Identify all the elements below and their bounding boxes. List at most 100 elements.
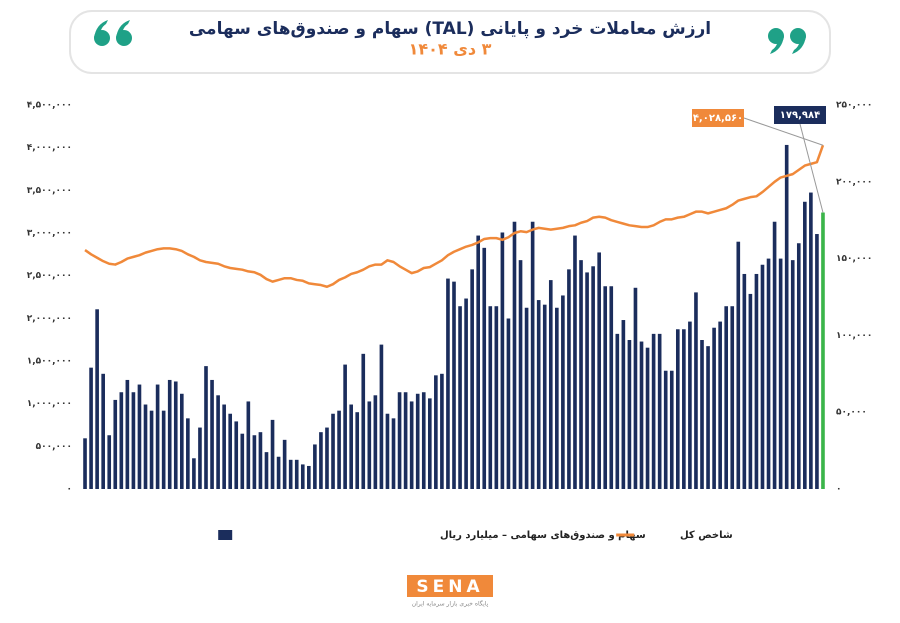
bar [651,333,656,489]
bar [736,241,741,489]
bar [500,232,505,489]
quote-right [768,28,806,54]
bar [657,333,662,489]
bar [784,144,789,489]
bar [246,401,251,489]
bar [621,320,626,489]
bar [373,395,378,489]
bar [325,427,329,489]
bar [766,258,771,489]
bar [101,373,105,489]
bar [694,292,698,489]
bar [645,347,650,489]
y2-tick-label: ۱۰۰,۰۰۰ [836,331,872,341]
y-tick-label: ۰ [67,485,73,495]
bar [603,286,608,489]
value-label-box [774,106,826,124]
bar [470,269,474,489]
line [84,144,825,289]
bar [149,410,154,489]
bar [772,221,777,489]
bar [615,333,620,489]
bar [627,340,632,489]
bar [712,327,716,489]
bar [385,413,390,489]
bar [476,235,481,489]
bar [343,364,347,489]
bar [555,307,559,489]
y-tick-label: ۴,۵۰۰,۰۰۰ [27,101,72,111]
bar [597,252,601,489]
bar [488,306,493,489]
bar [137,384,142,489]
bar [276,456,281,489]
bar [573,235,577,489]
legend-symbol [218,530,233,540]
bar [803,201,807,489]
bar [349,404,353,489]
bar [222,404,226,489]
bar [409,401,414,489]
bar [730,306,735,489]
bar [367,401,372,489]
bar [427,398,432,489]
bar [294,459,299,489]
bar [415,393,420,489]
bar [579,260,583,489]
bar [313,444,317,489]
y2-tick-label: ۲۵۰,۰۰۰ [836,101,872,111]
y-tick-label: ۱,۰۰۰,۰۰۰ [27,399,72,409]
bar [688,321,692,489]
y-tick-label: ۳,۵۰۰,۰۰۰ [27,186,72,196]
bar [119,392,124,489]
bar [89,367,93,489]
bar [331,413,335,489]
value-label-box [692,109,744,127]
bar [754,273,759,489]
bar [542,304,547,489]
bar [434,375,438,489]
y2-tick-label: ۰ [836,485,842,495]
bar [337,410,341,489]
bar [379,344,384,489]
logo-tagline: پایگاه خبری بازار سرمایه ایران [412,600,489,608]
bar [125,379,130,489]
bar [228,413,233,489]
bar [270,419,275,489]
bar [173,381,178,489]
bar [591,266,595,489]
bar [167,379,172,489]
y-tick-label: ۴,۰۰۰,۰۰۰ [27,143,72,153]
bar [113,399,118,489]
bar [300,464,305,489]
bar [821,212,825,490]
bar [669,370,674,489]
bar [216,395,220,489]
bar [258,432,263,489]
bar [421,392,426,489]
bar [307,465,311,489]
bar [700,340,704,489]
chart-subtitle: ۳ دی ۱۴۰۴ [409,40,492,59]
bar [718,321,722,489]
bar [760,264,765,489]
bar [192,458,196,489]
y-tick-label: ۱,۵۰۰,۰۰۰ [27,357,72,367]
bar [198,427,202,489]
bar [210,379,214,489]
bar [512,221,517,489]
bar [524,307,529,489]
bar [319,432,323,489]
bar [95,309,99,489]
y-tick-label: ۵۰۰,۰۰۰ [36,442,72,452]
bar [204,366,208,489]
y2-tick-label: ۱۵۰,۰۰۰ [836,254,872,264]
bar [186,418,190,489]
title-box [69,10,831,74]
y2-tick-label: ۲۰۰,۰۰۰ [836,177,872,187]
bar [506,318,511,489]
bar [742,273,747,489]
bar [530,221,535,489]
